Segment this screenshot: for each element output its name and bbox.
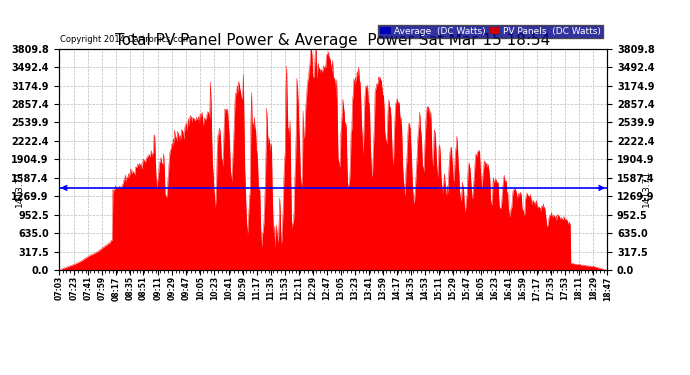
Text: Copyright 2014 Cartronics.com: Copyright 2014 Cartronics.com [60, 35, 190, 44]
Text: 1413.71: 1413.71 [642, 169, 651, 207]
Text: 1413.71: 1413.71 [15, 169, 24, 207]
Title: Total PV Panel Power & Average  Power Sat Mar 15 18:54: Total PV Panel Power & Average Power Sat… [115, 33, 551, 48]
Legend: Average  (DC Watts), PV Panels  (DC Watts): Average (DC Watts), PV Panels (DC Watts) [378, 24, 602, 38]
